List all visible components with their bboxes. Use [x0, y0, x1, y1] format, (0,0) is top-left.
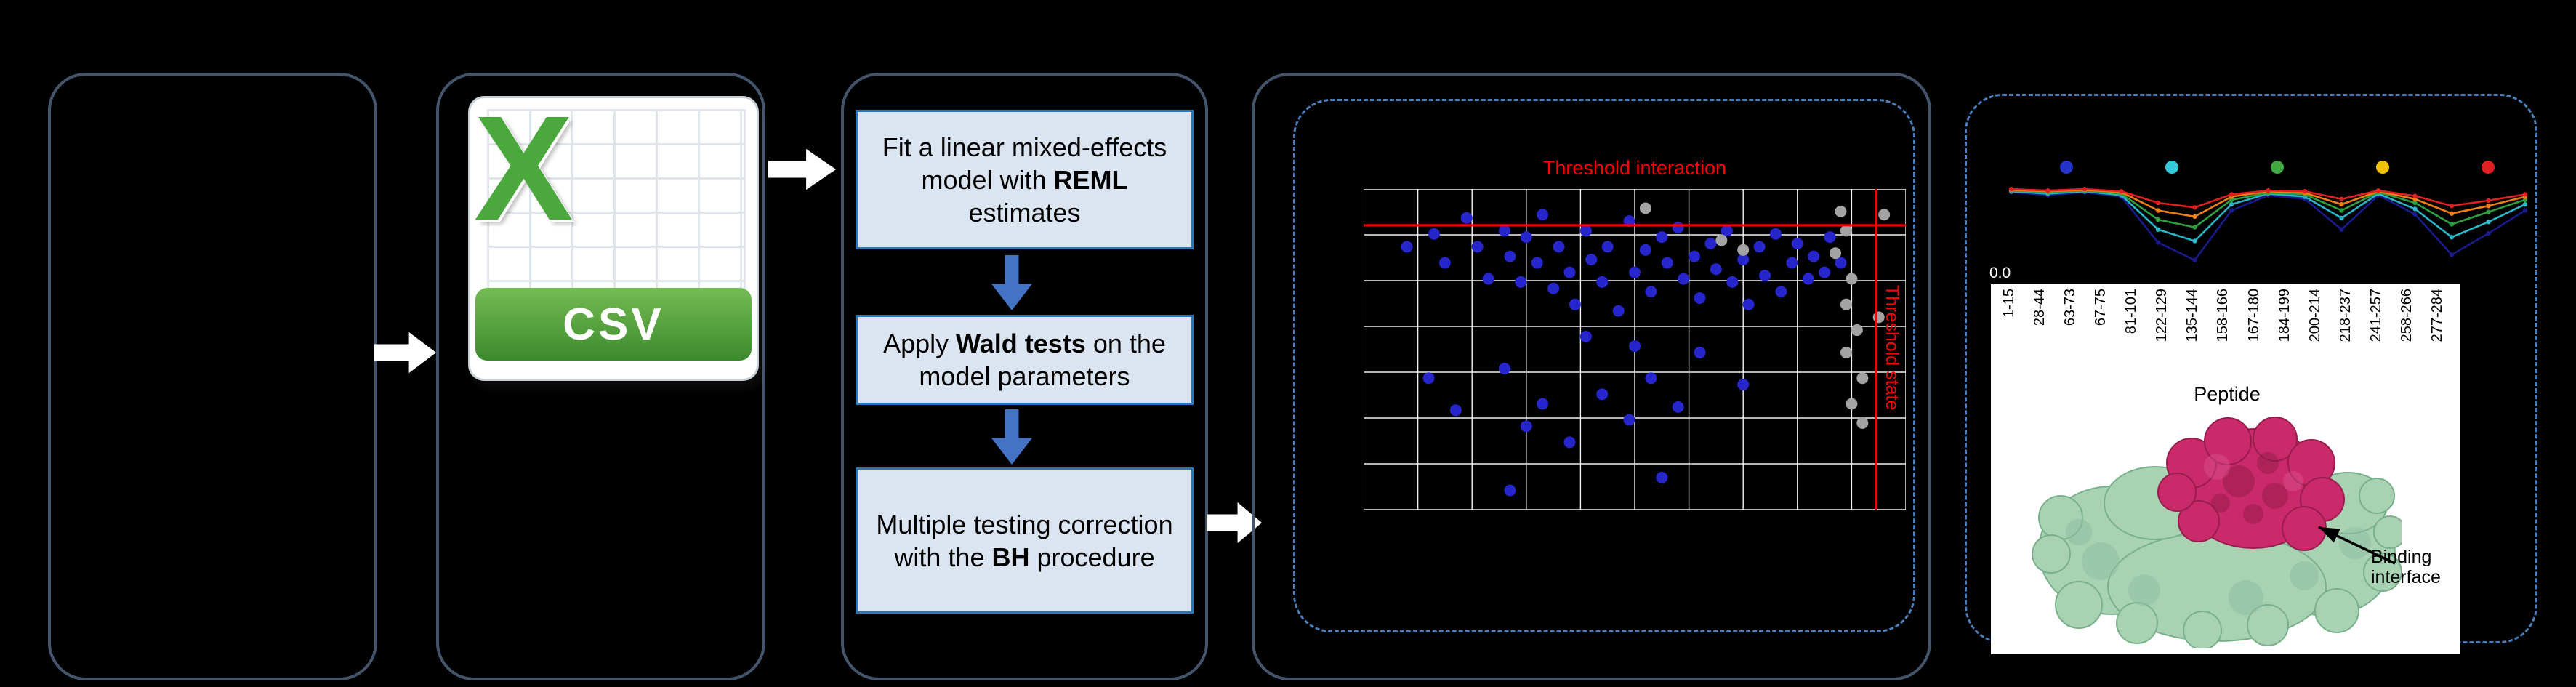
excel-x-glyph: X	[474, 85, 573, 252]
step-text-bh: Multiple testing correction with the BH …	[876, 509, 1173, 572]
flow-arrow-2-icon	[768, 148, 836, 190]
peptide-tick-label: 167-180	[2245, 289, 2262, 342]
step-box-reml: Fit a linear mixed-effects model with RE…	[856, 110, 1194, 249]
scatter-result-panel	[1252, 73, 1931, 680]
peptide-tick-label: 122-129	[2154, 289, 2170, 342]
peptide-tick-label: 28-44	[2032, 289, 2048, 326]
peptide-tick-label: 200-214	[2306, 289, 2323, 342]
step-text-wald: Apply Wald tests on the model parameters	[883, 329, 1166, 391]
step-arrow-1-icon	[991, 255, 1032, 310]
step-box-wald: Apply Wald tests on the model parameters	[856, 315, 1194, 405]
binding-interface-label: Binding interface	[2371, 547, 2441, 587]
peptide-tick-label: 63-73	[2062, 289, 2079, 326]
peptide-structure-card: 1-15 28-44 63-73 67-75 81-101 122-129 135-144 1…	[1991, 284, 2460, 654]
step-text-reml: Fit a linear mixed-effects model with RE…	[882, 132, 1167, 228]
csv-file-icon: X CSV	[468, 85, 759, 381]
step-arrow-2-icon	[991, 409, 1032, 465]
binding-region-shading	[2211, 452, 2288, 524]
peptide-tick-label: 258-266	[2398, 289, 2415, 342]
peptide-tick-label: 277-284	[2428, 289, 2445, 342]
peptide-tick-label: 241-257	[2367, 289, 2384, 342]
uptake-line-chart-svg	[2008, 161, 2528, 262]
peptide-tick-label: 158-166	[2215, 289, 2231, 342]
peptide-axis-title: Peptide	[2194, 383, 2261, 405]
scatter-plot-svg	[1364, 189, 1906, 510]
binding-interface-region	[2157, 417, 2345, 551]
peptide-tick-label: 135-144	[2184, 289, 2201, 342]
peptide-tick-label: 1-15	[2001, 289, 2017, 318]
scatter-dashed-frame	[1293, 99, 1915, 632]
vertical-threshold-label: Threshold state	[1882, 285, 1902, 411]
protein-structure	[2032, 417, 2402, 648]
y-axis-tick-label: 0.0	[1989, 265, 2011, 281]
step-box-bh: Multiple testing correction with the BH …	[856, 467, 1194, 614]
peptide-tick-label: 218-237	[2337, 289, 2354, 342]
csv-banner: CSV	[475, 288, 752, 361]
csv-banner-label: CSV	[563, 299, 664, 350]
flow-arrow-1-icon	[374, 332, 436, 374]
experiment-panel	[48, 73, 377, 680]
peptide-tick-label: 184-199	[2276, 289, 2293, 342]
binding-interface-arrow-icon	[2318, 526, 2396, 565]
statistics-panel: Fit a linear mixed-effects model with RE…	[841, 73, 1208, 680]
scatter-title: Threshold interaction	[1542, 157, 1727, 179]
csv-input-panel: X CSV	[436, 73, 765, 680]
spreadsheet-grid-shape	[487, 109, 746, 294]
peptide-tick-label: 67-75	[2093, 289, 2109, 326]
peptide-tick-label: 81-101	[2123, 289, 2140, 334]
binding-region-highlight	[2204, 454, 2303, 491]
protein-surface-shading	[2066, 519, 2371, 615]
peptide-axis-labels: 1-15 28-44 63-73 67-75 81-101 122-129 135-144 1…	[2001, 289, 2446, 342]
